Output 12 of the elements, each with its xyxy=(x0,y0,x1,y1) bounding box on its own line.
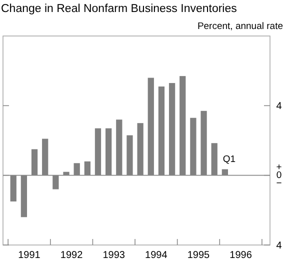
x-tick-label: 1994 xyxy=(145,250,168,261)
annotation: Q1 xyxy=(222,154,236,166)
x-tick-label: 1991 xyxy=(18,250,41,261)
x-tick-label: 1996 xyxy=(230,250,252,261)
chart-subtitle: Percent, annual rate xyxy=(197,21,283,32)
y-tick-label: 4 xyxy=(276,101,282,112)
x-tick-label: 1993 xyxy=(102,250,126,261)
y-tick-label: 4 xyxy=(276,240,282,252)
x-tick-label: 1995 xyxy=(187,250,210,261)
y-tick-label: +0− xyxy=(276,162,282,189)
x-tick-label: 1992 xyxy=(60,250,84,261)
chart-title: Change in Real Nonfarm Business Inventories xyxy=(1,3,238,15)
